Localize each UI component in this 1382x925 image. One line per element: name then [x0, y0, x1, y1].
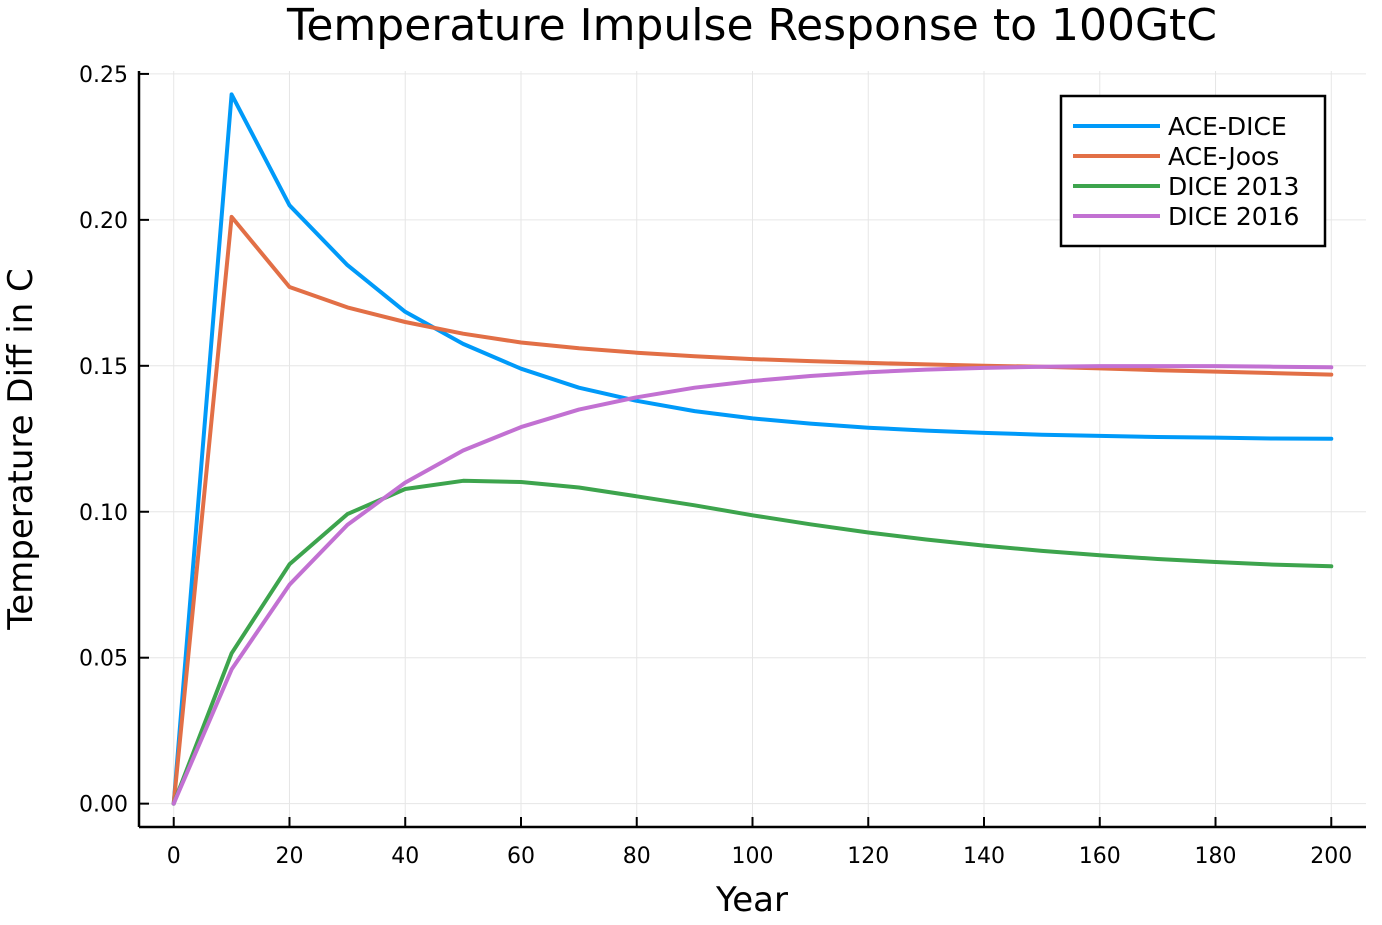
x-tick-label: 80	[623, 844, 651, 869]
y-tick-label: 0.15	[79, 355, 128, 380]
legend-label: DICE 2016	[1168, 202, 1299, 231]
legend-label: ACE-Joos	[1168, 142, 1279, 171]
x-axis-label: Year	[715, 880, 788, 920]
series-lines	[171, 92, 1334, 806]
x-tick-label: 100	[732, 844, 774, 869]
y-axis-label: Temperature Diff in C	[1, 268, 41, 631]
legend-box	[1059, 94, 1327, 248]
x-tick-label: 160	[1079, 844, 1121, 869]
series-line-dice-2013	[171, 478, 1334, 806]
x-tick-label: 200	[1310, 844, 1352, 869]
axes	[137, 71, 1366, 829]
x-tick-label: 140	[963, 844, 1005, 869]
y-tick-label: 0.10	[79, 501, 128, 526]
x-tick-label: 20	[275, 844, 303, 869]
legend-label: DICE 2013	[1168, 172, 1299, 201]
x-tick-label: 180	[1195, 844, 1237, 869]
chart-title: Temperature Impulse Response to 100GtC	[286, 0, 1217, 51]
y-tick-label: 0.00	[79, 793, 128, 818]
tick-labels: 0 20 40 60 80 100 120 140 160 180 200 0.00 0.05 0.10 0…	[79, 63, 1352, 869]
x-tick-label: 120	[847, 844, 889, 869]
y-tick-label: 0.25	[79, 63, 128, 88]
legend-label: ACE-DICE	[1168, 112, 1287, 141]
y-tick-label: 0.20	[79, 209, 128, 234]
x-tick-label: 60	[507, 844, 535, 869]
series-line-dice-2016	[171, 364, 1334, 806]
x-tick-label: 0	[167, 844, 181, 869]
series-line-ace-joos	[171, 214, 1334, 806]
x-tick-label: 40	[391, 844, 419, 869]
grid	[139, 71, 1366, 827]
series-line-ace-dice	[171, 92, 1334, 806]
y-tick-label: 0.05	[79, 647, 128, 672]
